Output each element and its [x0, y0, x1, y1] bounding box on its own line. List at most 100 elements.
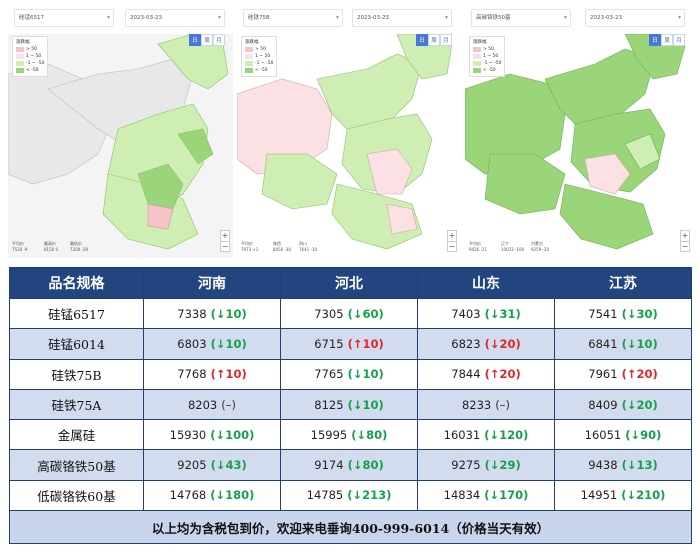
price-value: 14785 [306, 488, 344, 503]
zoom-out-icon[interactable]: − [681, 241, 689, 251]
legend-item: 1 ~ 50 [16, 53, 44, 60]
price-value: 7541 [588, 306, 618, 321]
legend-item: -1 ~ -50 [473, 60, 501, 67]
period-tabs: 日 周 月 [416, 34, 452, 46]
product-select[interactable]: 硅锰6517 ▾ [14, 9, 114, 27]
table-row: 硅铁75B 7768 (↑10) 7765 (↓10) 7844 (↑20) 7961 (↑20… [9, 358, 692, 390]
price-value: 7961 [588, 367, 618, 382]
product-select[interactable]: 硅铁75B ▾ [243, 9, 343, 27]
legend-item: < -50 [245, 67, 273, 74]
tab-month[interactable]: 月 [440, 34, 452, 46]
china-map[interactable]: 日 周 月 涨跌幅 > 50 1 ~ 50 -1 ~ -50 < -50 平均价… [465, 34, 693, 258]
zoom-out-icon[interactable]: − [221, 241, 229, 251]
price-value: 15995 [310, 427, 348, 442]
map-panel-ferrochrome: 高碳铬铁50基 ▾ 2023-03-23 ▾ 日 周 月 涨跌幅 > 50 1 ~ … [465, 0, 693, 258]
price-cell: 7403 (↓31) [417, 297, 555, 330]
china-map[interactable]: 日 周 月 涨跌幅 > 50 1 ~ 50 -1 ~ -50 < -50 平均价… [237, 34, 460, 258]
price-cell: 7541 (↓30) [554, 297, 692, 330]
zoom-in-icon[interactable]: + [221, 231, 229, 240]
legend-swatch [245, 47, 253, 52]
price-cell: 9438 (↓13) [554, 449, 692, 481]
price-change: (↓20) [484, 336, 521, 351]
price-cell: 6803 (↓10) [143, 328, 281, 360]
price-change: (↓10) [210, 306, 247, 321]
price-change: (↓80) [347, 458, 384, 473]
price-cell: 7765 (↓10) [280, 358, 418, 390]
price-value: 6841 [588, 336, 618, 351]
stat-low: 最低价 7200 -20 [70, 241, 88, 252]
price-value: 7765 [314, 367, 344, 382]
header-henan: 河南 [143, 267, 281, 299]
legend-swatch [245, 61, 253, 66]
product-name-cell: 金属硅 [9, 419, 144, 451]
tab-day[interactable]: 日 [189, 34, 201, 46]
map-svg [465, 34, 686, 250]
price-cell: 14768 (↓180) [143, 479, 281, 512]
legend-item: < -50 [473, 67, 501, 74]
price-change: (↓10) [347, 397, 384, 412]
price-cell: 7768 (↑10) [143, 358, 281, 390]
tab-month[interactable]: 月 [213, 34, 225, 46]
price-value: 9174 [314, 458, 344, 473]
chevron-down-icon: ▾ [106, 14, 110, 21]
legend-swatch [245, 68, 253, 73]
legend-title: 涨跌幅 [245, 40, 259, 45]
price-value: 9275 [451, 458, 481, 473]
stat-average: 平均价 9426 -21 [469, 241, 487, 252]
price-change: (↓60) [347, 306, 384, 321]
table-row: 硅锰6517 7338 (↓10) 7305 (↓60) 7403 (↓31) 7541 (↓3… [9, 297, 692, 330]
price-change: (↑20) [484, 367, 521, 382]
zoom-in-icon[interactable]: + [448, 231, 456, 240]
price-value: 16051 [584, 427, 622, 442]
tab-day[interactable]: 日 [416, 34, 428, 46]
price-value: 16031 [443, 427, 481, 442]
price-change: (↓100) [210, 427, 255, 442]
table-header-row: 品名规格 河南 河北 山东 江苏 [9, 267, 692, 299]
price-change: (↓13) [621, 458, 658, 473]
map-legend: 涨跌幅 > 50 1 ~ 50 -1 ~ -50 < -50 [241, 36, 278, 77]
price-value: 8233 [461, 397, 492, 412]
header-shandong: 山东 [417, 267, 555, 299]
price-cell: 7961 (↑20) [554, 358, 692, 390]
legend-item: 1 ~ 50 [245, 53, 273, 60]
tab-week[interactable]: 周 [428, 34, 440, 46]
price-change: (↑10) [347, 336, 384, 351]
tab-month[interactable]: 月 [673, 34, 685, 46]
legend-swatch [473, 61, 481, 66]
price-change: (↓10) [210, 336, 247, 351]
zoom-in-icon[interactable]: + [681, 231, 689, 240]
zoom-control: + − [220, 230, 230, 252]
price-cell: 16051 (↓90) [554, 419, 692, 451]
price-cell: 14785 (↓213) [280, 479, 418, 512]
price-value: 7768 [177, 367, 207, 382]
price-table: 品名规格 河南 河北 山东 江苏 硅锰6517 7338 (↓10) 7305 (↓60… [9, 267, 692, 545]
price-value: 14834 [443, 488, 481, 503]
china-map[interactable]: 日 周 月 涨跌幅 > 50 1 ~ 50 -1 ~ -50 < -50 平均价… [8, 34, 233, 258]
chevron-down-icon: ▾ [217, 14, 221, 21]
date-select[interactable]: 2023-03-23 ▾ [352, 9, 452, 27]
price-value: 15930 [169, 427, 207, 442]
map-svg [237, 34, 453, 250]
price-change: (–) [221, 397, 236, 412]
price-cell: 8409 (↓20) [554, 388, 692, 421]
tab-week[interactable]: 周 [661, 34, 673, 46]
date-select[interactable]: 2023-03-23 ▾ [585, 9, 685, 27]
price-change: (↓30) [621, 306, 658, 321]
tab-day[interactable]: 日 [649, 34, 661, 46]
legend-swatch [245, 54, 253, 59]
product-select[interactable]: 高碳铬铁50基 ▾ [471, 9, 571, 27]
product-name-cell: 硅锰6014 [9, 328, 144, 360]
header-jiangsu: 江苏 [554, 267, 692, 299]
stat-average: 平均价 7973 +1 [241, 241, 259, 252]
date-select[interactable]: 2023-03-23 ▾ [125, 9, 225, 27]
stat-average: 平均价 7520 -9 [12, 241, 28, 252]
price-change: (↓90) [625, 427, 662, 442]
price-cell: 15930 (↓100) [143, 419, 281, 451]
zoom-out-icon[interactable]: − [448, 241, 456, 251]
stat-low: 内蒙古 9259 -20 [531, 241, 549, 252]
stat-low: 四川 7641 -10 [299, 241, 317, 252]
product-name-cell: 高碳铬铁50基 [9, 449, 144, 481]
tab-week[interactable]: 周 [201, 34, 213, 46]
map-legend: 涨跌幅 > 50 1 ~ 50 -1 ~ -50 < -50 [469, 36, 506, 77]
price-value: 7844 [451, 367, 481, 382]
